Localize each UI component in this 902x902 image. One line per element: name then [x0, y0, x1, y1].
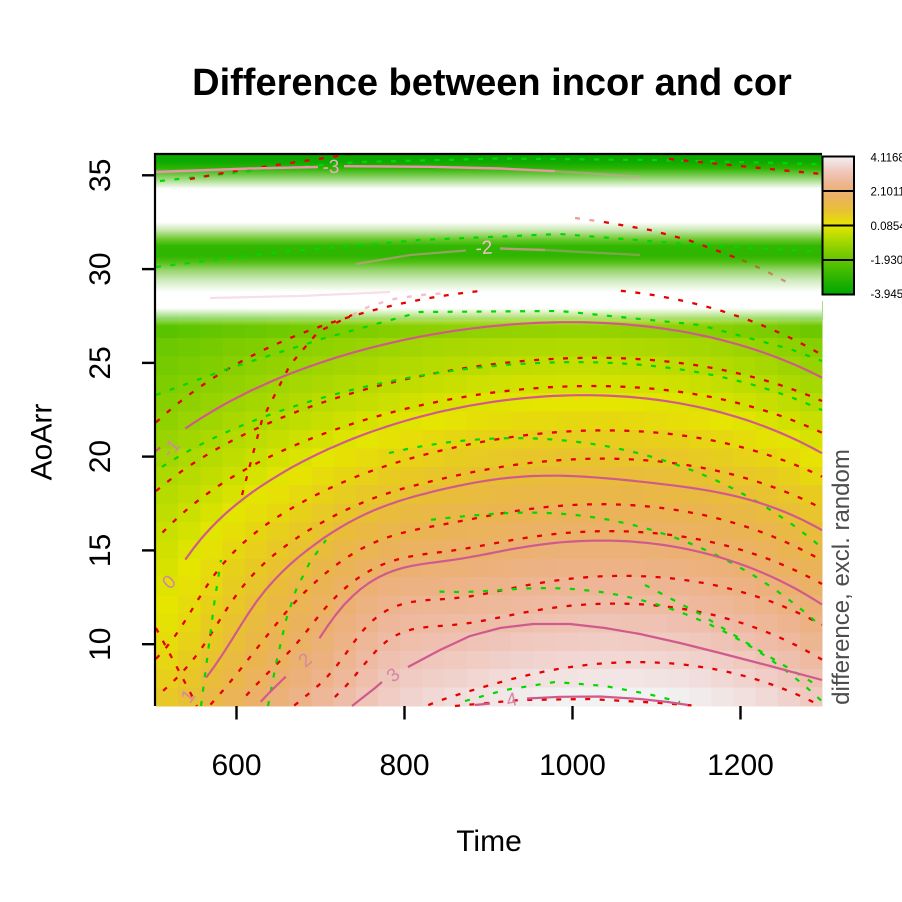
svg-text:Difference between incor and c: Difference between incor and cor [192, 62, 792, 104]
svg-text:30: 30 [84, 252, 117, 285]
svg-text:1000: 1000 [539, 749, 606, 782]
svg-text:4.1168: 4.1168 [871, 153, 902, 165]
svg-text:AoArr: AoArr [26, 404, 59, 481]
svg-text:35: 35 [84, 159, 117, 192]
svg-text:800: 800 [379, 749, 429, 782]
svg-text:-2: -2 [475, 237, 493, 259]
svg-text:20: 20 [84, 440, 117, 473]
svg-text:Time: Time [456, 825, 522, 858]
svg-text:difference, excl. random: difference, excl. random [828, 449, 855, 705]
svg-text:0.0854: 0.0854 [871, 221, 902, 233]
svg-text:25: 25 [84, 346, 117, 379]
svg-text:1200: 1200 [707, 749, 774, 782]
svg-text:600: 600 [211, 749, 261, 782]
svg-text:-3: -3 [322, 157, 340, 179]
svg-text:4: 4 [505, 689, 520, 712]
svg-text:2.1011: 2.1011 [871, 187, 902, 199]
svg-text:10: 10 [84, 628, 117, 661]
svg-text:15: 15 [84, 534, 117, 567]
svg-text:-3.9459: -3.9459 [871, 289, 902, 301]
svg-text:-1.9303: -1.9303 [871, 255, 902, 267]
